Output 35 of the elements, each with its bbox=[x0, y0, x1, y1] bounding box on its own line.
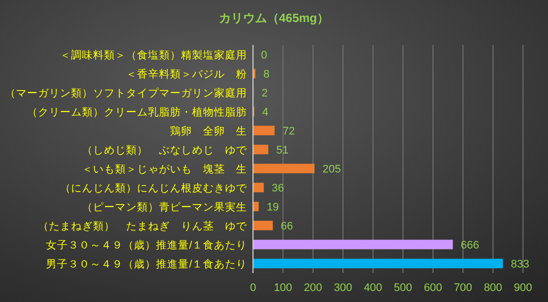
x-tick-label: 200 bbox=[304, 282, 322, 294]
data-label: 2 bbox=[262, 88, 268, 100]
data-label: 0 bbox=[261, 50, 268, 62]
x-tick-label: 400 bbox=[364, 282, 382, 294]
data-label: 72 bbox=[282, 126, 295, 138]
y-tick-label: ＜いも類＞じゃがいも 塊茎 生 bbox=[82, 162, 247, 176]
x-tick-label: 0 bbox=[250, 282, 256, 294]
y-tick-label: （にんじん類）にんじん根皮むきゆで bbox=[60, 182, 248, 194]
y-tick-label: ＜香辛料類＞バジル 粉 bbox=[126, 68, 247, 80]
data-label: 66 bbox=[280, 220, 294, 232]
y-tick-label: （ピーマン類）青ピーマン果実生 bbox=[82, 200, 247, 214]
data-label: 205 bbox=[322, 164, 341, 176]
x-tick-label: 500 bbox=[394, 282, 412, 294]
y-tick-label: 女子３０～４９（歳）推進量/１食あたり bbox=[46, 238, 247, 252]
data-label: 4 bbox=[262, 106, 268, 118]
data-label: 19 bbox=[266, 202, 279, 214]
data-label: 8 bbox=[263, 68, 270, 80]
y-tick-label: 鶏卵 全卵 生 bbox=[170, 124, 247, 138]
data-label: 51 bbox=[276, 144, 289, 156]
y-tick-label: （たまねぎ類） たまねぎ りん茎 ゆで bbox=[38, 220, 248, 232]
data-label: 36 bbox=[272, 182, 284, 194]
x-tick-label: 100 bbox=[274, 282, 292, 294]
x-tick-label: 900 bbox=[514, 282, 532, 294]
data-label: 833 bbox=[510, 258, 530, 270]
chart-title: カリウム（465mg） bbox=[218, 11, 330, 25]
x-tick-label: 600 bbox=[424, 282, 442, 294]
x-tick-label: 300 bbox=[334, 282, 352, 294]
y-tick-label: （マーガリン類）ソフトタイプマーガリン家庭用 bbox=[5, 86, 247, 100]
x-tick-label: 800 bbox=[484, 282, 502, 294]
y-tick-label: ＜調味料類＞（食塩類）精製塩家庭用 bbox=[60, 48, 247, 62]
y-tick-label: （クリーム類）クリーム乳脂肪・植物性脂肪 bbox=[27, 106, 247, 118]
x-tick-label: 700 bbox=[454, 282, 472, 294]
data-label: 666 bbox=[460, 240, 480, 252]
y-tick-label: （しめじ類） ぶなしめじ ゆで bbox=[82, 144, 248, 156]
y-tick-label: 男子３０～４９（歳）推進量/１食あたり bbox=[46, 258, 247, 270]
